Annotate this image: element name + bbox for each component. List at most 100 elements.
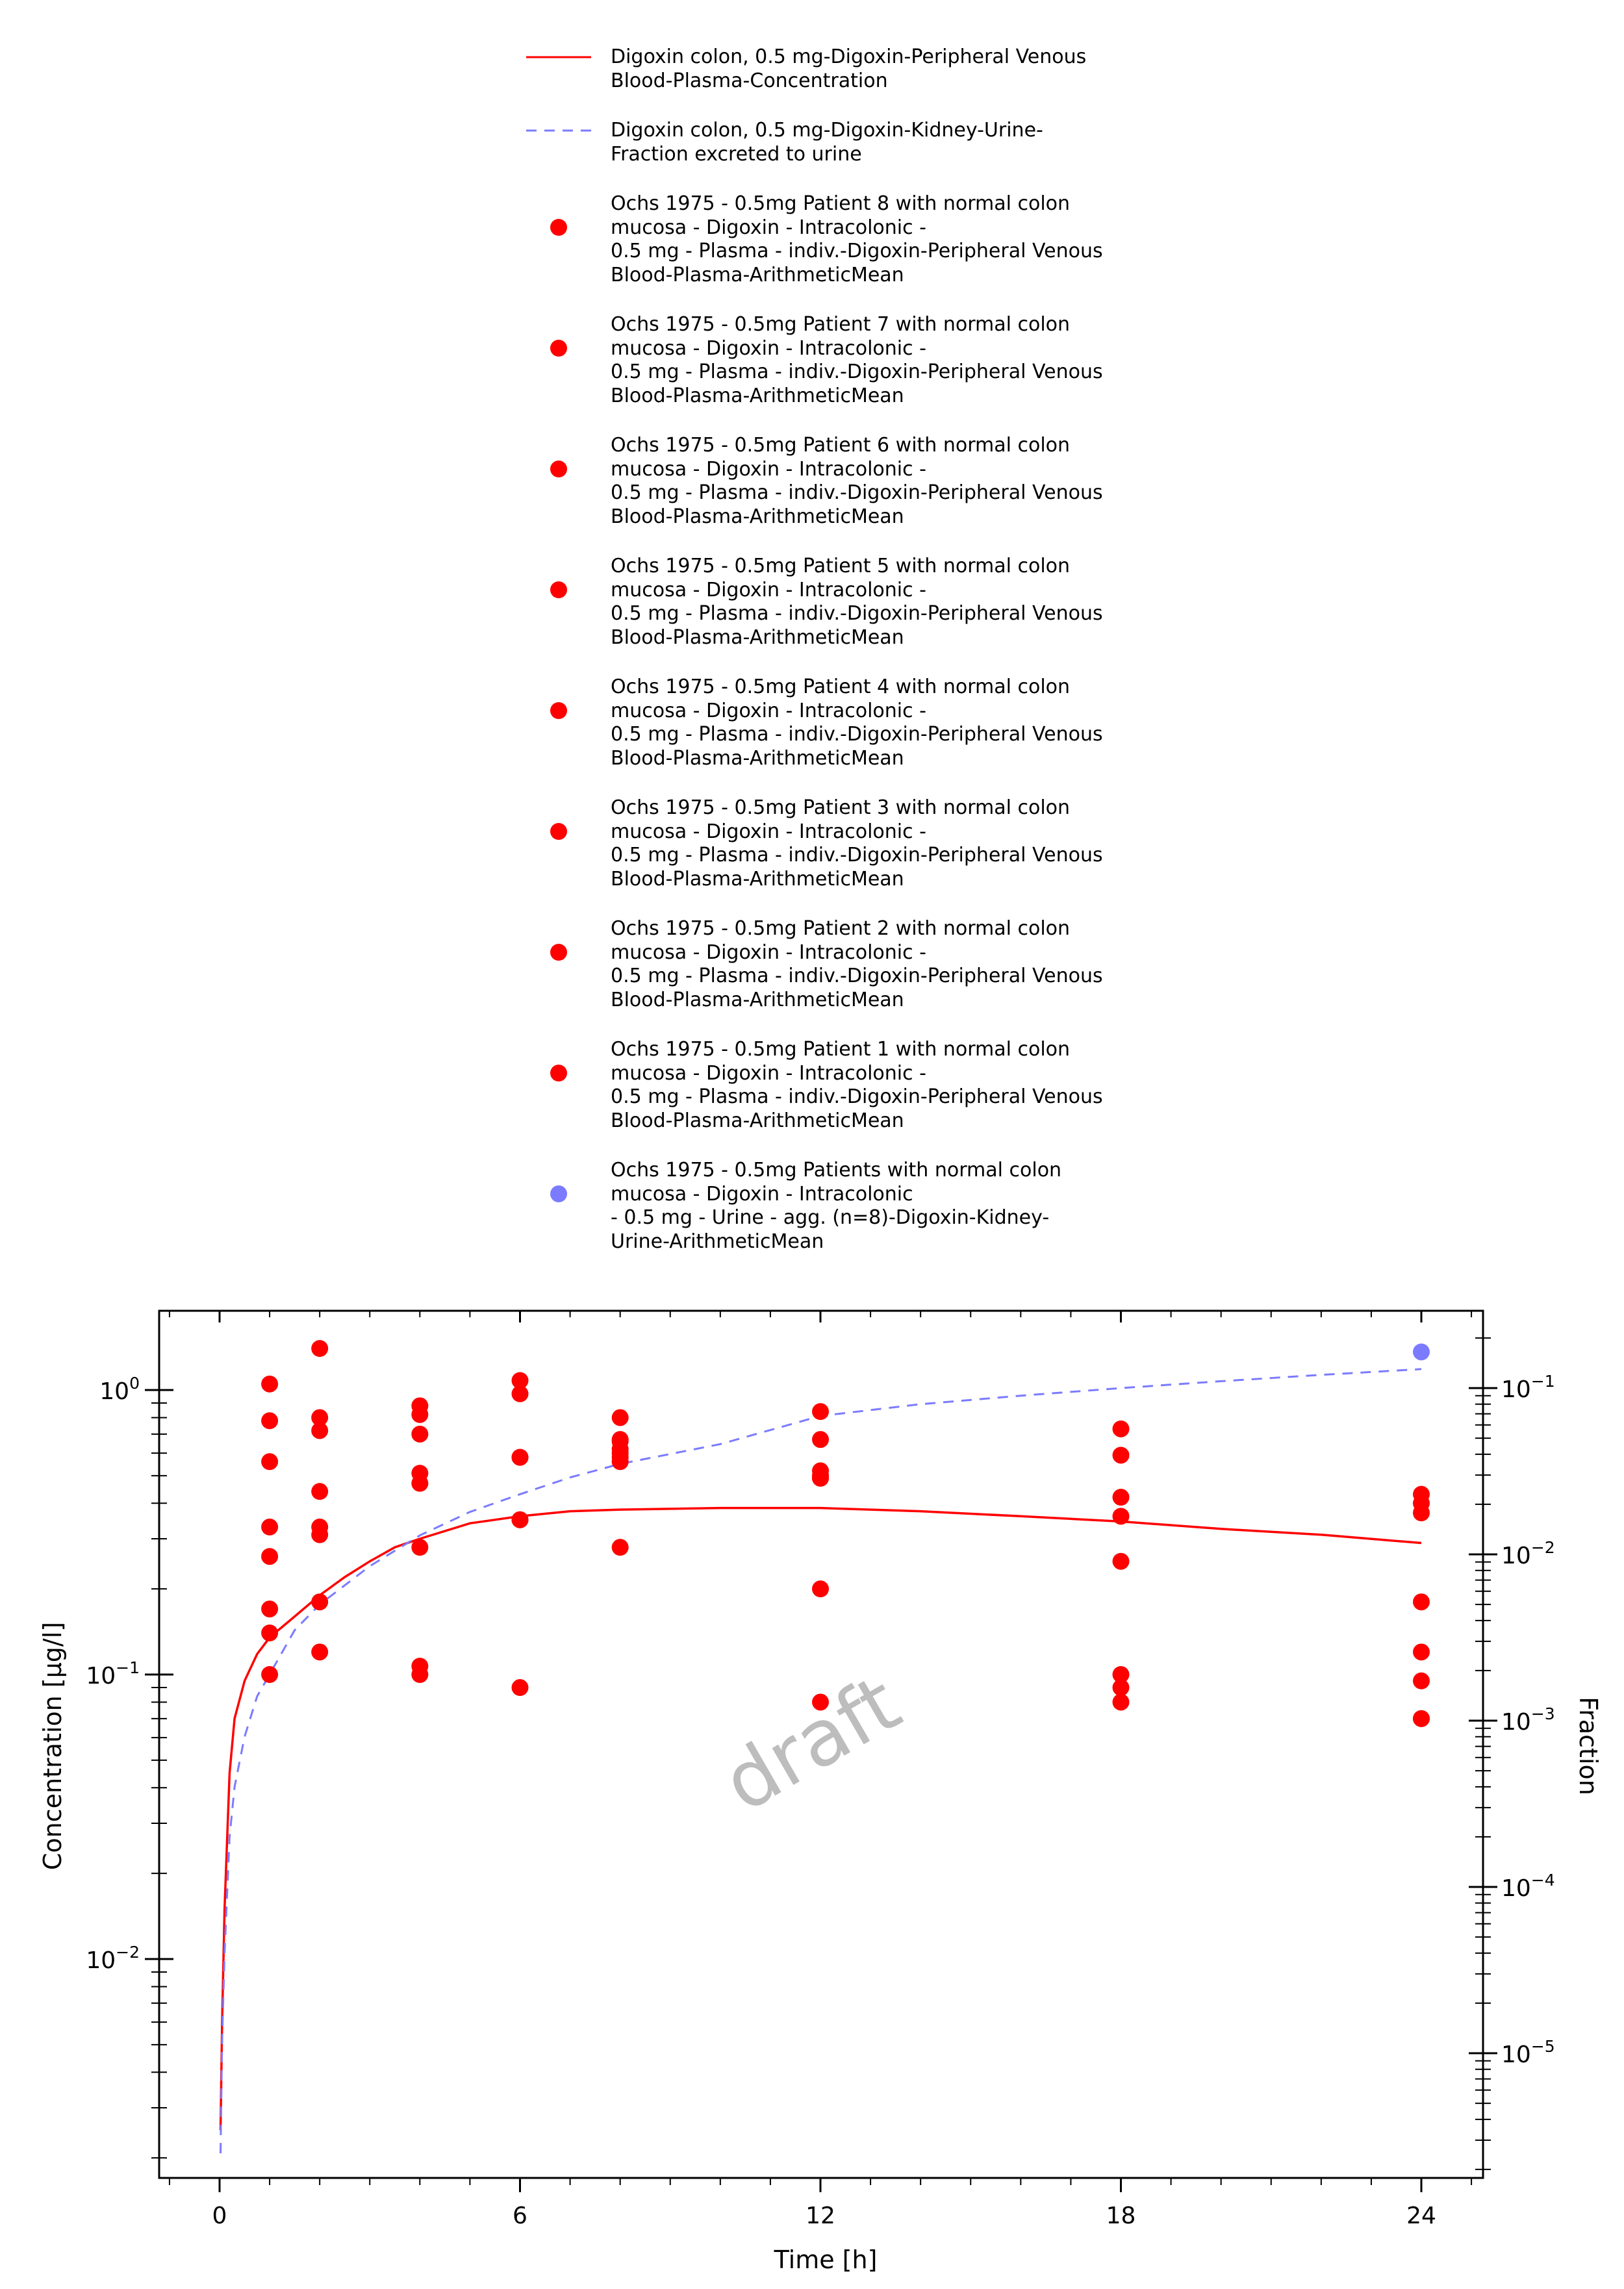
data-point-series-9 — [611, 1431, 629, 1448]
legend-entry-8: Ochs 1975 - 0.5mg Patient 3 with normal … — [507, 796, 1286, 891]
legend-label: Ochs 1975 - 0.5mg Patient 1 with normal … — [611, 1038, 1103, 1132]
legend-label: Ochs 1975 - 0.5mg Patient 8 with normal … — [611, 192, 1103, 286]
data-point-series-10 — [511, 1448, 529, 1466]
legend-marker-symbol — [550, 219, 567, 236]
data-point-series-3 — [511, 1372, 529, 1389]
x-tick-label: 0 — [212, 2203, 227, 2229]
data-point-series-7 — [1112, 1552, 1130, 1570]
legend-entry-6: Ochs 1975 - 0.5mg Patient 5 with normal … — [507, 555, 1286, 650]
data-point-series-4 — [812, 1431, 829, 1448]
data-point-series-9 — [311, 1593, 329, 1611]
y2-tick-label: 10−5 — [1501, 2037, 1555, 2068]
legend-label: Ochs 1975 - 0.5mg Patient 3 with normal … — [611, 796, 1103, 891]
legend-entry-4: Ochs 1975 - 0.5mg Patient 7 with normal … — [507, 313, 1286, 408]
legend-marker-symbol — [550, 944, 567, 961]
data-point-series-4 — [411, 1406, 429, 1423]
watermark-draft: draft — [709, 1658, 915, 1829]
legend-marker-symbol — [550, 702, 567, 719]
data-point-series-6 — [1112, 1508, 1130, 1525]
data-point-series-8 — [311, 1526, 329, 1543]
legend-marker-symbol — [550, 1065, 567, 1081]
data-point-series-7 — [261, 1548, 279, 1565]
data-point-series-10 — [261, 1666, 279, 1683]
data-point-series-8 — [812, 1693, 829, 1711]
y-tick-label: 10−1 — [86, 1658, 140, 1689]
data-point-series-9 — [261, 1624, 279, 1641]
data-point-series-4 — [1112, 1447, 1130, 1464]
x-tick-label: 6 — [513, 2203, 527, 2229]
legend-label: Ochs 1975 - 0.5mg Patient 4 with normal … — [611, 676, 1103, 770]
data-point-series-10 — [411, 1666, 429, 1683]
legend-marker-symbol — [550, 823, 567, 840]
legend-entry-1: Digoxin colon, 0.5 mg-Digoxin-Peripheral… — [507, 45, 1286, 93]
data-point-series-3 — [812, 1403, 829, 1421]
data-point-series-6 — [1413, 1593, 1430, 1611]
data-point-series-8 — [611, 1539, 629, 1556]
data-point-series-8 — [511, 1679, 529, 1697]
data-point-series-8 — [1413, 1672, 1430, 1689]
data-point-series-5 — [261, 1453, 279, 1471]
data-point-series-6 — [261, 1518, 279, 1536]
legend-label: Ochs 1975 - 0.5mg Patients with normal c… — [611, 1159, 1062, 1253]
data-point-series-9 — [511, 1511, 529, 1528]
legend: Digoxin colon, 0.5 mg-Digoxin-Peripheral… — [507, 45, 1286, 1280]
y2-tick-label: 10−4 — [1501, 1871, 1555, 1902]
legend-label: Ochs 1975 - 0.5mg Patient 2 with normal … — [611, 917, 1103, 1011]
data-point-series-7 — [1413, 1643, 1430, 1661]
x-tick-label: 12 — [806, 2203, 835, 2229]
data-point-series-10 — [311, 1643, 329, 1661]
data-point-series-9 — [1112, 1693, 1130, 1711]
y2-axis-label: Fraction — [1574, 1697, 1603, 1795]
data-point-series-5 — [411, 1425, 429, 1443]
legend-entry-7: Ochs 1975 - 0.5mg Patient 4 with normal … — [507, 676, 1286, 770]
legend-entry-9: Ochs 1975 - 0.5mg Patient 2 with normal … — [507, 917, 1286, 1012]
data-point-series-7 — [411, 1474, 429, 1492]
data-point-series-10 — [611, 1445, 629, 1462]
y2-tick-label: 10−1 — [1501, 1372, 1555, 1403]
data-point-series-8 — [1112, 1666, 1130, 1683]
data-point-series-3 — [311, 1339, 329, 1357]
y-tick-label: 100 — [99, 1374, 140, 1405]
data-point-series-6 — [311, 1483, 329, 1500]
x-tick-label: 24 — [1406, 2203, 1436, 2229]
legend-entry-5: Ochs 1975 - 0.5mg Patient 6 with normal … — [507, 434, 1286, 529]
legend-entry-10: Ochs 1975 - 0.5mg Patient 1 with normal … — [507, 1038, 1286, 1133]
legend-marker-symbol — [550, 581, 567, 598]
data-point-series-8 — [261, 1600, 279, 1618]
legend-label: Ochs 1975 - 0.5mg Patient 7 with normal … — [611, 313, 1103, 407]
data-point-series-7 — [812, 1580, 829, 1598]
legend-label: Digoxin colon, 0.5 mg-Digoxin-Kidney-Uri… — [611, 119, 1043, 166]
data-point-series-5 — [311, 1422, 329, 1439]
data-point-series-10 — [812, 1469, 829, 1487]
data-point-series-3 — [261, 1375, 279, 1393]
data-point-series-5 — [1112, 1489, 1130, 1506]
legend-label: Ochs 1975 - 0.5mg Patient 6 with normal … — [611, 434, 1103, 528]
y-axis-label: Concentration [µg/l] — [38, 1622, 67, 1870]
legend-entry-11: Ochs 1975 - 0.5mg Patients with normal c… — [507, 1159, 1286, 1254]
data-point-series-4 — [261, 1412, 279, 1430]
x-axis-label: Time [h] — [774, 2245, 878, 2274]
data-point-series-11 — [1413, 1343, 1430, 1361]
x-tick-label: 18 — [1106, 2203, 1136, 2229]
series-line-2 — [220, 1368, 1422, 2154]
legend-marker-symbol — [550, 1185, 567, 1202]
data-point-series-10 — [1413, 1710, 1430, 1727]
y2-tick-label: 10−2 — [1501, 1538, 1555, 1569]
data-point-series-4 — [511, 1385, 529, 1402]
legend-marker-symbol — [550, 461, 567, 477]
data-point-series-3 — [1112, 1420, 1130, 1437]
data-point-series-8 — [411, 1539, 429, 1556]
legend-label: Ochs 1975 - 0.5mg Patient 5 with normal … — [611, 555, 1103, 649]
y-tick-label: 10−2 — [86, 1943, 140, 1974]
data-point-series-10 — [1112, 1679, 1130, 1697]
data-point-series-4 — [311, 1409, 329, 1426]
series-line-1 — [219, 1506, 1422, 2131]
legend-marker-symbol — [550, 340, 567, 357]
legend-entry-2: Digoxin colon, 0.5 mg-Digoxin-Kidney-Uri… — [507, 119, 1286, 166]
legend-line-symbol — [526, 56, 591, 58]
data-point-series-5 — [1413, 1504, 1430, 1522]
y2-tick-label: 10−3 — [1501, 1704, 1555, 1736]
legend-label: Digoxin colon, 0.5 mg-Digoxin-Peripheral… — [611, 45, 1087, 92]
legend-entry-3: Ochs 1975 - 0.5mg Patient 8 with normal … — [507, 192, 1286, 287]
